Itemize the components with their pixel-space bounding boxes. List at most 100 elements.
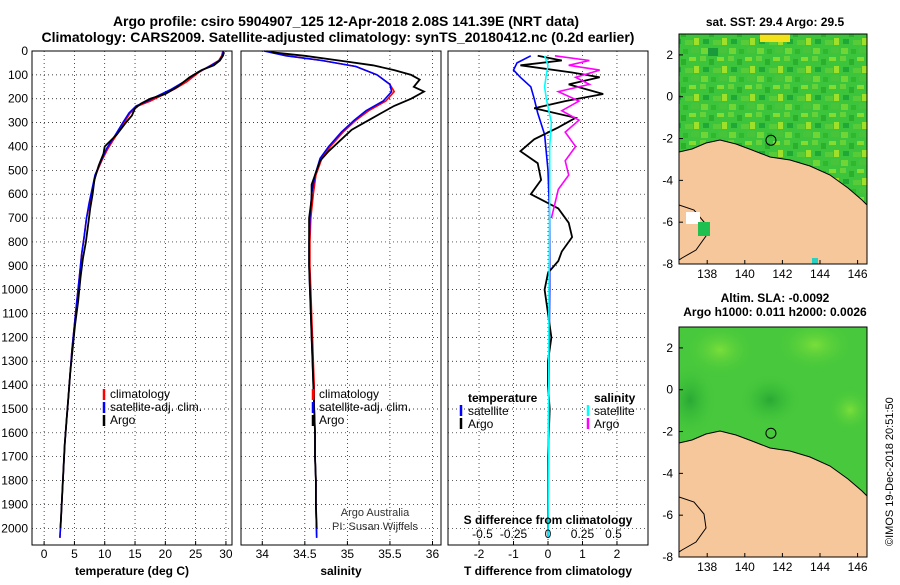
y-tick-label: 1200 bbox=[1, 330, 28, 344]
difference-panel: -2 -1 0 1 2 T difference from climatology temp… bbox=[447, 50, 649, 578]
y-tick-label: 600 bbox=[8, 187, 28, 201]
y-tick-label: 1400 bbox=[1, 378, 28, 392]
map-x-tick-label: 146 bbox=[848, 560, 868, 574]
sla-high-anomaly bbox=[825, 385, 867, 435]
s-difference-label: S difference from climatology bbox=[464, 513, 633, 527]
x-tick-label: 0 bbox=[41, 547, 48, 561]
map-y-tick-label: -6 bbox=[662, 508, 673, 522]
sst-missing-data bbox=[686, 212, 700, 224]
y-tick-label: 1000 bbox=[1, 283, 28, 297]
credit-line-1: Argo Australia bbox=[341, 507, 410, 519]
sst-shallow-patch bbox=[698, 222, 710, 236]
x-tick-label: 15 bbox=[128, 547, 142, 561]
map-y-tick-label: -6 bbox=[662, 215, 673, 229]
y-tick-label: 200 bbox=[8, 92, 28, 106]
y-tick-label: 1900 bbox=[1, 497, 28, 511]
s-tick-label: 0.25 bbox=[571, 527, 595, 541]
y-tick-label: 500 bbox=[8, 163, 28, 177]
map-x-tick-label: 138 bbox=[697, 560, 717, 574]
sla-map: Altim. SLA: -0.0092 Argo h1000: 0.011 h2… bbox=[662, 291, 868, 574]
x-tick-label: -2 bbox=[474, 547, 485, 561]
legend-label: climatology bbox=[110, 387, 170, 401]
x-tick-label: 34 bbox=[256, 547, 270, 561]
map-y-tick-label: -8 bbox=[662, 550, 673, 564]
s-tick-label: -0.5 bbox=[472, 527, 493, 541]
y-tick-label: 1800 bbox=[1, 474, 28, 488]
legend-label: Argo bbox=[110, 413, 136, 427]
temperature-panel: 0 5 10 15 20 25 30 temperature (deg C) 0 100 200 30… bbox=[1, 44, 233, 578]
figure-title-line2: Climatology: CARS2009. Satellite-adjuste… bbox=[42, 29, 635, 45]
y-tick-label: 1300 bbox=[1, 354, 28, 368]
s-tick-label: 0.5 bbox=[605, 527, 622, 541]
climatology-line bbox=[59, 50, 224, 538]
legend-label: satellite bbox=[594, 404, 635, 418]
y-tick-label: 900 bbox=[8, 259, 28, 273]
sla-low-anomaly bbox=[740, 375, 800, 425]
map-x-tick-label: 142 bbox=[772, 560, 792, 574]
climatology-line bbox=[266, 50, 396, 538]
map-panels: sat. SST: 29.4 Argo: 29.5 138 140 142 144 14… bbox=[662, 15, 868, 574]
x-tick-label: -1 bbox=[508, 547, 519, 561]
legend-label: Argo bbox=[468, 417, 494, 431]
x-tick-label: 10 bbox=[98, 547, 112, 561]
legend-label: Argo bbox=[319, 413, 345, 427]
map-x-tick-label: 140 bbox=[735, 560, 755, 574]
legend-label: satellite bbox=[468, 404, 509, 418]
y-tick-label: 800 bbox=[8, 235, 28, 249]
map-x-tick-label: 138 bbox=[697, 267, 717, 281]
x-axis-label: T difference from climatology bbox=[464, 564, 632, 578]
x-tick-label: 0 bbox=[545, 547, 552, 561]
x-tick-label: 34.5 bbox=[293, 547, 317, 561]
y-tick-label: 300 bbox=[8, 116, 28, 130]
map-y-tick-label: 0 bbox=[666, 90, 673, 104]
y-tick-label: 1600 bbox=[1, 426, 28, 440]
map-y-tick-label: -2 bbox=[662, 132, 673, 146]
sla-low-anomaly bbox=[679, 365, 715, 435]
sla-map-frame bbox=[678, 326, 868, 558]
imos-credit: ©IMOS 19-Dec-2018 20:51:50 bbox=[884, 397, 896, 546]
x-axis-label: temperature (deg C) bbox=[75, 564, 189, 578]
y-tick-label: 0 bbox=[21, 44, 28, 58]
y-tick-label: 1700 bbox=[1, 450, 28, 464]
y-tick-label: 700 bbox=[8, 211, 28, 225]
s-tick-label: 0 bbox=[545, 527, 552, 541]
x-tick-label: 20 bbox=[159, 547, 173, 561]
legend-label: Argo bbox=[594, 417, 620, 431]
s-satellite-line bbox=[543, 55, 553, 538]
map-y-tick-label: -2 bbox=[662, 425, 673, 439]
s-argo-line bbox=[550, 55, 600, 219]
sst-map: sat. SST: 29.4 Argo: 29.5 138 140 142 144 14… bbox=[662, 15, 868, 281]
map-y-tick-label: 0 bbox=[666, 383, 673, 397]
sla-high-anomaly bbox=[680, 327, 760, 380]
map-x-tick-label: 142 bbox=[772, 267, 792, 281]
sla-new-guinea-land bbox=[679, 430, 867, 557]
sst-new-guinea-land bbox=[679, 139, 867, 264]
sst-map-axes: 138 140 142 144 146 2 0 -2 -4 -6 -8 bbox=[662, 48, 868, 281]
x-tick-label: 2 bbox=[614, 547, 621, 561]
map-x-tick-label: 144 bbox=[810, 267, 830, 281]
map-y-tick-label: -8 bbox=[662, 257, 673, 271]
sst-map-title: sat. SST: 29.4 Argo: 29.5 bbox=[706, 15, 845, 29]
x-tick-label: 36 bbox=[426, 547, 440, 561]
t-argo-line bbox=[518, 54, 604, 529]
sst-teal-patch bbox=[812, 258, 818, 264]
map-y-tick-label: 2 bbox=[666, 48, 673, 62]
legend-temperature-title: temperature bbox=[468, 391, 538, 405]
x-tick-label: 25 bbox=[189, 547, 203, 561]
x-tick-label: 30 bbox=[219, 547, 233, 561]
x-tick-label: 5 bbox=[71, 547, 78, 561]
y-tick-label: 100 bbox=[8, 68, 28, 82]
figure-title-line1: Argo profile: csiro 5904907_125 12-Apr-2… bbox=[113, 13, 579, 29]
map-y-tick-label: -4 bbox=[662, 173, 673, 187]
legend-label: satellite-adj. clim. bbox=[319, 400, 411, 414]
sla-map-axes: 138 140 142 144 146 2 0 -2 -4 -6 -8 bbox=[662, 341, 868, 574]
y-tick-label: 400 bbox=[8, 139, 28, 153]
map-x-tick-label: 144 bbox=[810, 560, 830, 574]
x-tick-label: 1 bbox=[579, 547, 586, 561]
sst-cool-patch bbox=[708, 48, 718, 56]
legend-label: satellite-adj. clim. bbox=[110, 400, 202, 414]
plot-frame bbox=[240, 50, 442, 546]
